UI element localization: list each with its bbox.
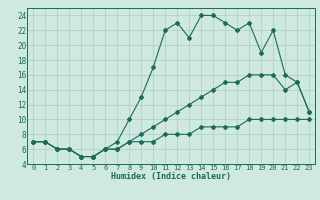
X-axis label: Humidex (Indice chaleur): Humidex (Indice chaleur) [111,172,231,181]
